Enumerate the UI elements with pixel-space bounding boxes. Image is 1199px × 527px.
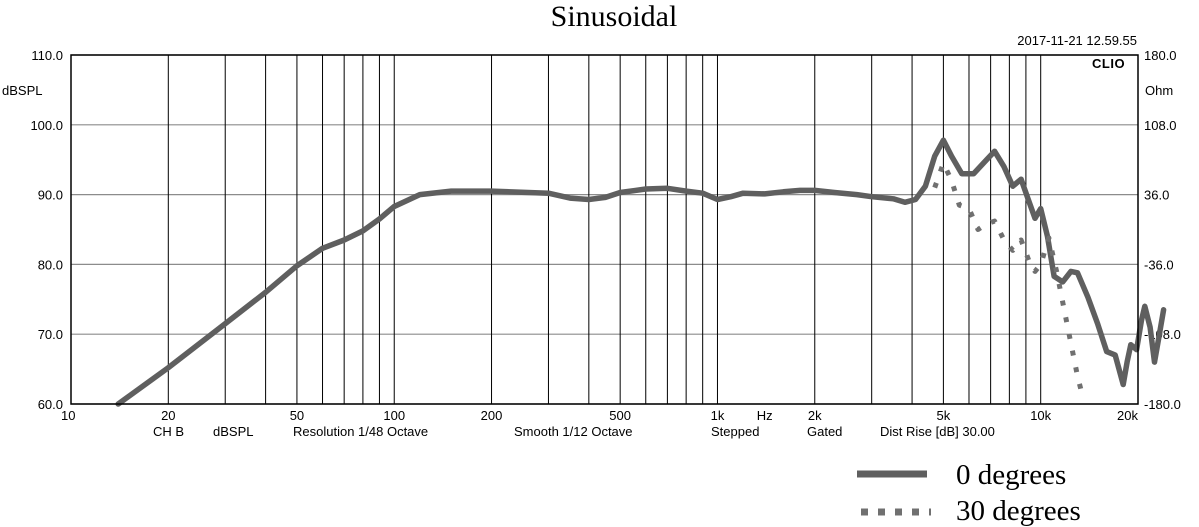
x-tick-label: 10k: [1030, 408, 1051, 423]
footer-mode: Stepped: [711, 424, 759, 439]
x-tick-label: 500: [609, 408, 631, 423]
x-tick-label: 2k: [808, 408, 822, 423]
y-right-tick-label: 108.0: [1144, 118, 1177, 133]
y-right-tick-label: -36.0: [1144, 257, 1174, 272]
y-left-tick-label: 80.0: [38, 257, 63, 272]
y-axis-left-label: dBSPL: [2, 83, 42, 98]
x-tick-label: 100: [383, 408, 405, 423]
y-axis-right-label: Ohm: [1145, 83, 1173, 98]
series-layer: [115, 137, 1167, 407]
legend: 0 degrees 30 degrees: [857, 459, 1081, 527]
x-tick-label: 50: [290, 408, 304, 423]
footer-resolution: Resolution 1/48 Octave: [293, 424, 428, 439]
y-left-tick-label: 110.0: [31, 48, 63, 63]
x-tick-label: 10: [61, 408, 75, 423]
x-tick-label: 20k: [1117, 408, 1138, 423]
y-left-tick-label: 60.0: [38, 397, 63, 412]
x-tick-label: 20: [161, 408, 175, 423]
legend-label-30-degrees: 30 degrees: [956, 495, 1081, 527]
y-left-tick-label: 100.0: [30, 118, 63, 133]
footer-channel: CH B: [153, 424, 184, 439]
series-line-0-degrees: [115, 137, 1167, 407]
x-tick-label: 5k: [937, 408, 951, 423]
x-axis-unit-label: Hz: [757, 408, 773, 423]
tick-label-layer: 60.0 70.0 80.0 90.0 100.0 110.0 180.0 108.0 36.0…: [30, 48, 1180, 423]
x-tick-label: 1k: [711, 408, 725, 423]
y-left-tick-label: 90.0: [38, 188, 63, 203]
clio-brand-label: CLIO: [1092, 56, 1125, 71]
chart-title: Sinusoidal: [551, 0, 678, 33]
footer-gating: Gated: [807, 424, 842, 439]
series-line-30-degrees: [932, 160, 1086, 398]
y-right-tick-label: 180.0: [1144, 48, 1177, 63]
legend-label-0-degrees: 0 degrees: [956, 459, 1066, 491]
footer-distortion: Dist Rise [dB] 30.00: [880, 424, 995, 439]
y-right-tick-label: -180.0: [1144, 397, 1181, 412]
y-left-tick-label: 70.0: [38, 327, 63, 342]
footer-info: CH B dBSPL Resolution 1/48 Octave Smooth…: [153, 424, 995, 439]
footer-smoothing: Smooth 1/12 Octave: [514, 424, 633, 439]
y-right-tick-label: 36.0: [1144, 188, 1169, 203]
footer-units: dBSPL: [213, 424, 253, 439]
x-tick-label: 200: [481, 408, 503, 423]
measurement-timestamp: 2017-11-21 12.59.55: [1017, 33, 1137, 48]
plot-frame: [70, 54, 1139, 405]
